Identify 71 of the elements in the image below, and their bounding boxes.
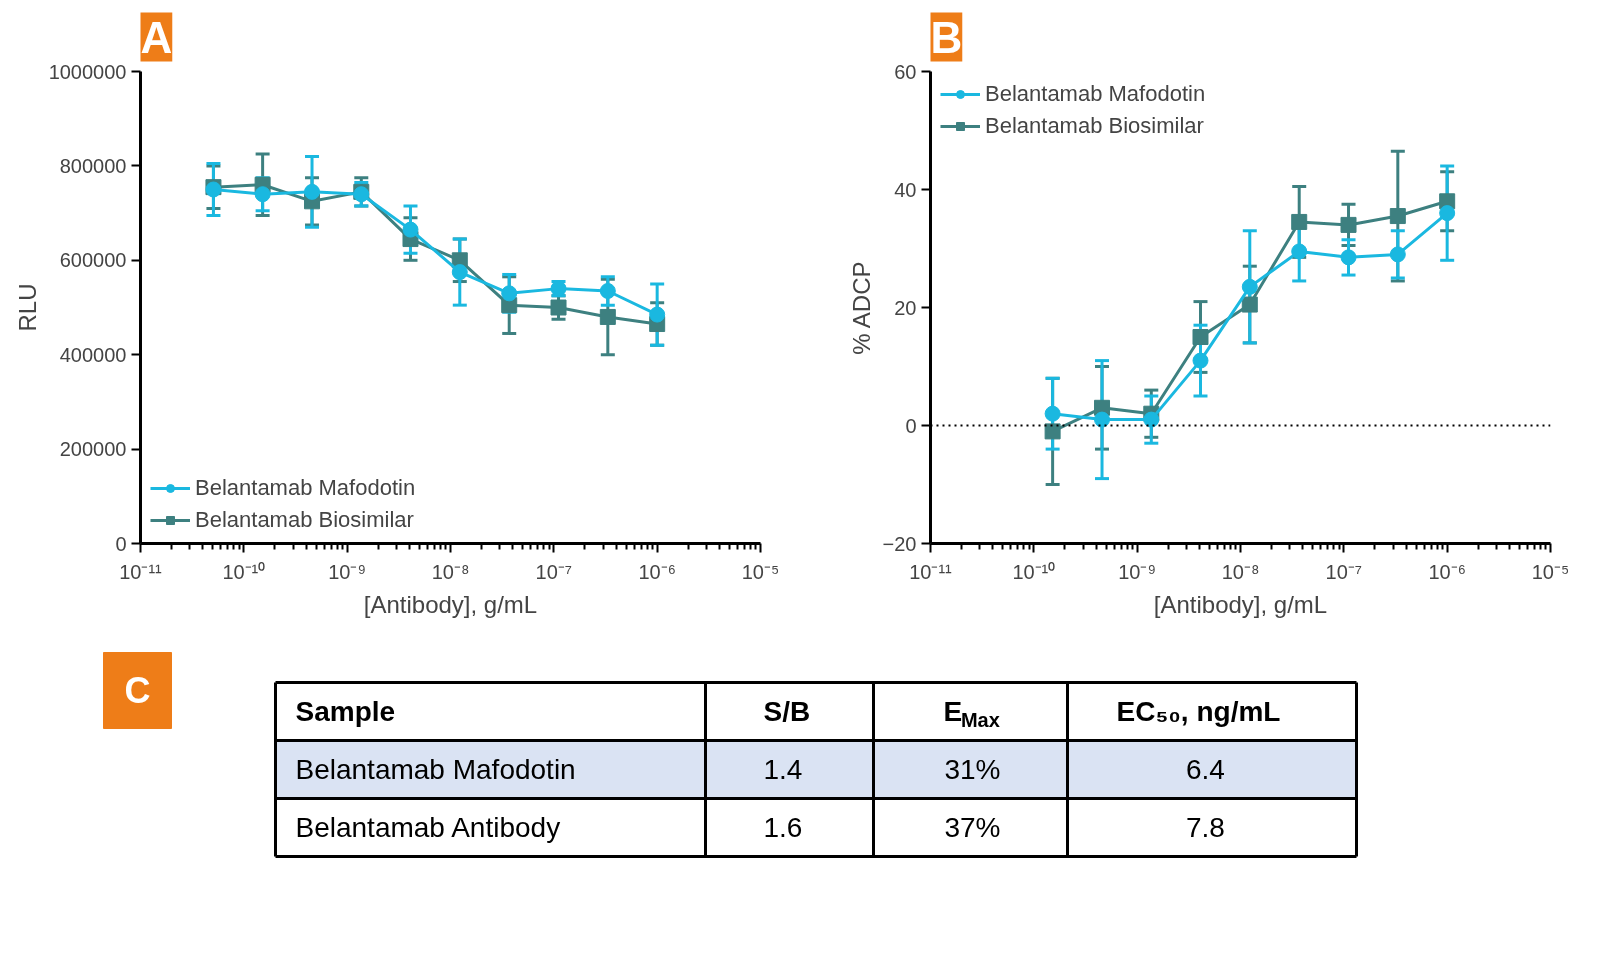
y-axis-title: RLU: [13, 283, 41, 332]
category-label: Belantamab Mafodotin: [295, 754, 576, 785]
y-tick-label: 20: [894, 296, 917, 319]
text: C: [124, 670, 151, 711]
y-tick-label: 200000: [59, 438, 127, 461]
y-tick-label: 0: [905, 414, 917, 437]
point: [1044, 423, 1061, 440]
point: [649, 306, 666, 323]
point: [402, 221, 419, 238]
point: [1389, 208, 1406, 225]
x-tick-label: 10⁻⁹: [1118, 560, 1157, 583]
legend-label: Belantamab Biosimilar: [985, 113, 1204, 139]
x-tick-label: 10⁻¹⁰: [222, 560, 266, 583]
legend-label: Belantamab Biosimilar: [195, 507, 414, 533]
chart-title: A: [140, 12, 173, 62]
point: [1439, 205, 1456, 222]
point: [1241, 296, 1258, 313]
x-axis-title: [Antibody], g/mL: [363, 590, 538, 618]
point: [1389, 246, 1406, 263]
y-tick-label: 60: [894, 60, 917, 83]
point: [1291, 243, 1308, 260]
text: Sample: [295, 696, 396, 727]
x-tick-label: 10⁻⁷: [535, 560, 573, 583]
text: 37%: [944, 812, 1001, 843]
point: [1192, 352, 1209, 369]
point: [1143, 411, 1160, 428]
point: [1192, 329, 1209, 345]
x-tick-label: 10⁻⁶: [1428, 560, 1466, 583]
point: [1241, 278, 1258, 295]
x-tick-label: 10⁻⁵: [1531, 560, 1570, 583]
point: [1094, 411, 1111, 428]
y-tick-label: −20: [882, 532, 917, 555]
x-tick-label: 10⁻¹¹: [909, 560, 953, 583]
point: [501, 285, 518, 302]
legend-label: Belantamab Mafodotin: [195, 475, 416, 501]
x-tick-label: 10⁻⁸: [1221, 560, 1260, 583]
point: [254, 186, 271, 203]
text: 31%: [944, 754, 1001, 785]
x-tick-label: 10⁻⁷: [1325, 560, 1363, 583]
point: [550, 299, 567, 316]
x-tick-label: 10⁻⁶: [638, 560, 676, 583]
point: [1044, 405, 1061, 422]
text: 1.6: [763, 812, 803, 843]
point: [304, 183, 321, 200]
category-label: Belantamab Antibody: [295, 812, 561, 843]
x-tick-label: 10⁻⁹: [328, 560, 367, 583]
x-axis-title: [Antibody], g/mL: [1153, 590, 1328, 618]
y-tick-label: 800000: [59, 154, 127, 177]
x-tick-label: 10⁻¹⁰: [1012, 560, 1056, 583]
point: [1291, 213, 1308, 230]
chart-title: B: [930, 12, 963, 62]
y-tick-label: 40: [894, 178, 917, 201]
y-tick-label: 400000: [59, 343, 127, 366]
point: [1340, 216, 1357, 233]
y-tick-label: 0: [115, 532, 127, 555]
x-tick-label: 10⁻⁸: [431, 560, 470, 583]
point: [1340, 249, 1357, 266]
text: 6.4: [1185, 754, 1225, 785]
point: [599, 308, 616, 325]
legend-label: Belantamab Mafodotin: [985, 81, 1206, 107]
text: 1.4: [763, 754, 803, 785]
x-tick-label: 10⁻¹¹: [119, 560, 163, 583]
point: [599, 282, 616, 299]
point: [451, 264, 468, 281]
category-label: S/B: [763, 696, 811, 727]
x-tick-label: 10⁻⁵: [741, 560, 780, 583]
category-label: EC₅₀, ng/mL: [1116, 696, 1281, 727]
y-axis-title: % ADCP: [847, 261, 875, 355]
y-tick-label: 600000: [59, 249, 127, 272]
y-tick-label: 1000000: [48, 60, 127, 83]
text: 7.8: [1185, 812, 1225, 843]
